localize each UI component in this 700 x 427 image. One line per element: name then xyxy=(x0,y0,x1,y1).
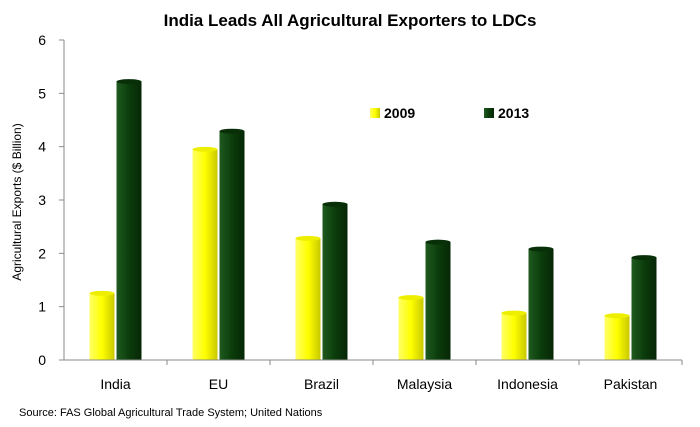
y-tick-label: 1 xyxy=(38,299,46,315)
bar-2009-indonesia xyxy=(501,313,527,360)
x-tick-label: Indonesia xyxy=(497,376,558,392)
y-tick-label: 3 xyxy=(38,192,46,208)
bar-2009-malaysia xyxy=(398,297,424,360)
legend-swatch-2013 xyxy=(484,108,494,118)
y-tick-label: 6 xyxy=(38,32,46,48)
bar-2009-brazil xyxy=(295,238,321,360)
x-axis: India EU Brazil Malaysia Indonesia Pakistan xyxy=(100,360,683,392)
bar-cap xyxy=(192,146,218,152)
bar-2009-india xyxy=(89,293,115,360)
chart-title: India Leads All Agricultural Exporters t… xyxy=(164,11,537,30)
bar-cap xyxy=(604,313,630,319)
bar-2013-india xyxy=(116,81,142,360)
legend-label-2013: 2013 xyxy=(498,105,529,121)
source-note: Source: FAS Global Agricultural Trade Sy… xyxy=(19,407,323,419)
x-tick-label: Pakistan xyxy=(604,376,658,392)
legend-label-2009: 2009 xyxy=(384,105,415,121)
y-tick-label: 0 xyxy=(38,352,46,368)
x-tick-label: India xyxy=(100,376,131,392)
bar-2013-pakistan xyxy=(631,257,657,360)
bar-2009-pakistan xyxy=(604,315,630,360)
bar-2009-eu xyxy=(192,149,218,360)
y-tick-label: 2 xyxy=(38,245,46,261)
bar-cap xyxy=(631,255,657,261)
x-tick-label: Brazil xyxy=(304,376,339,392)
bar-2013-malaysia xyxy=(425,242,451,360)
bar-2013-eu xyxy=(219,131,245,360)
legend-swatch-2009 xyxy=(370,108,380,118)
legend: 2009 2013 xyxy=(370,105,529,121)
bar-cap xyxy=(528,246,554,252)
y-axis-label: Agricultural Exports ($ Billion) xyxy=(10,123,24,280)
bar-cap xyxy=(295,235,321,241)
bar-cap xyxy=(501,310,527,316)
bar-2013-indonesia xyxy=(528,249,554,360)
x-tick-label: Malaysia xyxy=(397,376,452,392)
bar-cap xyxy=(425,239,451,245)
bar-cap xyxy=(89,290,115,296)
bar-cap xyxy=(398,295,424,301)
bar-cap xyxy=(322,201,348,207)
bar-cap xyxy=(219,128,245,134)
bar-series xyxy=(89,79,657,360)
x-tick-label: EU xyxy=(209,376,228,392)
y-tick-label: 4 xyxy=(38,139,46,155)
bar-2013-brazil xyxy=(322,204,348,360)
bar-cap xyxy=(116,79,142,85)
y-tick-label: 5 xyxy=(38,85,46,101)
y-axis: 0 1 2 3 4 5 6 xyxy=(38,32,64,368)
